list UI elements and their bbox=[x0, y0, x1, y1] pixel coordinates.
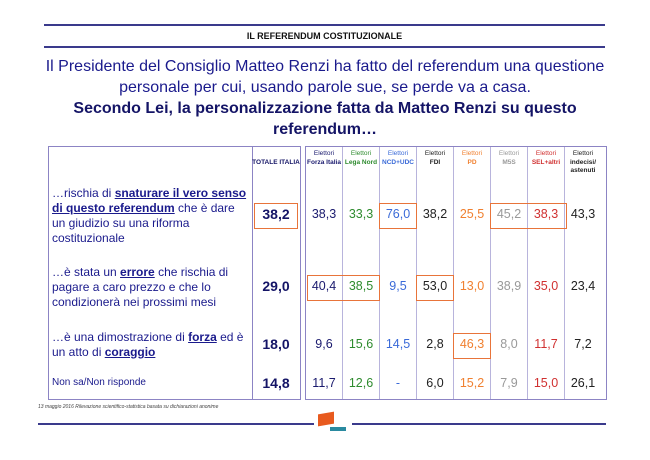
column-header-top: Elettori bbox=[461, 150, 483, 157]
cell-value: 43,3 bbox=[570, 207, 596, 221]
total-header: TOTALE ITALIA bbox=[252, 159, 300, 166]
highlight-box bbox=[379, 203, 417, 229]
cell-value: 45,2 bbox=[496, 207, 522, 221]
bottom-rule-left bbox=[38, 423, 314, 425]
headline: Il Presidente del Consiglio Matteo Renzi… bbox=[35, 56, 615, 140]
total-divider bbox=[252, 147, 253, 399]
left-table-box bbox=[48, 146, 301, 400]
total-value: 38,2 bbox=[262, 206, 290, 222]
cell-value: 15,0 bbox=[533, 376, 559, 390]
cell-value: 2,8 bbox=[426, 337, 444, 351]
row-text-4: Non sa/Non risponde bbox=[52, 377, 146, 388]
total-value: 14,8 bbox=[262, 375, 290, 391]
footnote: 13 maggio 2016 Rilevazione scientifico-s… bbox=[38, 404, 219, 410]
column-divider bbox=[416, 147, 417, 399]
highlight-box bbox=[307, 275, 380, 301]
cell-value: 46,3 bbox=[459, 337, 485, 351]
column-header: Elettori M5S bbox=[490, 150, 528, 167]
highlight-box bbox=[453, 333, 491, 359]
headline-question: Il Presidente del Consiglio Matteo Renzi… bbox=[45, 58, 605, 96]
column-header: Elettori PD bbox=[453, 150, 491, 167]
column-header: Elettori NCD+UDC bbox=[379, 150, 417, 167]
column-header-party: indecisi/ astenuti bbox=[569, 158, 596, 175]
cell-value: 26,1 bbox=[570, 376, 596, 390]
total-value: 18,0 bbox=[262, 336, 290, 352]
column-header-top: Elettori bbox=[424, 150, 446, 157]
column-divider bbox=[527, 147, 528, 399]
cell-value: 11,7 bbox=[312, 376, 336, 390]
cell-value: 23,4 bbox=[570, 279, 596, 293]
highlight-box bbox=[416, 275, 454, 301]
column-header: Elettori indecisi/ astenuti bbox=[564, 150, 602, 176]
column-header-top: Elettori bbox=[387, 150, 409, 157]
highlight-box bbox=[490, 203, 567, 229]
right-table-box bbox=[305, 146, 607, 400]
cell-value: 12,6 bbox=[348, 376, 374, 390]
row-text-1: …rischia di snaturare il vero senso di q… bbox=[52, 186, 247, 245]
row-text-3: …è una dimostrazione di forza ed è un at… bbox=[52, 330, 244, 359]
bottom-rule-right bbox=[352, 423, 606, 425]
column-divider bbox=[342, 147, 343, 399]
column-header-party: Lega Nord bbox=[344, 158, 378, 166]
cell-value: 35,0 bbox=[533, 279, 559, 293]
cell-value: 33,3 bbox=[348, 207, 374, 221]
column-divider bbox=[564, 147, 565, 399]
column-divider bbox=[379, 147, 380, 399]
column-header-top: Elettori bbox=[498, 150, 520, 157]
cell-value: 6,0 bbox=[426, 376, 444, 390]
column-header-party: PD bbox=[467, 158, 477, 166]
cell-value: 14,5 bbox=[385, 337, 411, 351]
cell-value: 40,4 bbox=[311, 279, 337, 293]
logo bbox=[318, 411, 334, 427]
cell-value: 9,6 bbox=[315, 337, 333, 351]
column-header: Elettori Lega Nord bbox=[342, 150, 380, 167]
cell-value: 38,9 bbox=[496, 279, 522, 293]
cell-value: - bbox=[395, 376, 401, 390]
cell-value: 8,0 bbox=[500, 337, 518, 351]
column-header: Elettori Forza Italia bbox=[305, 150, 343, 167]
cell-value: 38,3 bbox=[533, 207, 559, 221]
column-header-party: SEL+altri bbox=[531, 158, 561, 166]
column-header: Elettori SEL+altri bbox=[527, 150, 565, 167]
cell-value: 15,2 bbox=[459, 376, 485, 390]
cell-value: 7,2 bbox=[574, 337, 592, 351]
column-header-top: Elettori bbox=[535, 150, 557, 157]
cell-value: 15,6 bbox=[348, 337, 374, 351]
cell-value: 38,5 bbox=[348, 279, 374, 293]
column-header-party: Forza Italia bbox=[307, 158, 341, 166]
cell-value: 38,3 bbox=[311, 207, 337, 221]
cell-value: 7,9 bbox=[500, 376, 518, 390]
column-header-party: M5S bbox=[502, 158, 516, 166]
logo-text bbox=[330, 427, 346, 431]
cell-value: 9,5 bbox=[389, 279, 407, 293]
row-text-2: …è stata un errore che rischia di pagare… bbox=[52, 265, 229, 309]
cell-value: 53,0 bbox=[422, 279, 448, 293]
top-rule bbox=[44, 24, 605, 26]
section-title: IL REFERENDUM COSTITUZIONALE bbox=[246, 31, 403, 41]
cell-value: 11,7 bbox=[534, 337, 558, 351]
cell-value: 38,2 bbox=[422, 207, 448, 221]
column-header-party: NCD+UDC bbox=[382, 158, 414, 166]
highlight-box bbox=[254, 203, 298, 229]
column-divider bbox=[453, 147, 454, 399]
column-header-top: Elettori bbox=[350, 150, 372, 157]
cell-value: 25,5 bbox=[459, 207, 485, 221]
column-header-party: FDI bbox=[429, 158, 441, 166]
column-divider bbox=[490, 147, 491, 399]
cell-value: 76,0 bbox=[385, 207, 411, 221]
column-header: Elettori FDI bbox=[416, 150, 454, 167]
total-value: 29,0 bbox=[262, 278, 290, 294]
column-header-top: Elettori bbox=[313, 150, 335, 157]
headline-bold: Secondo Lei, la personalizzazione fatta … bbox=[73, 100, 577, 138]
title-rule bbox=[44, 46, 605, 48]
column-header-top: Elettori bbox=[572, 150, 594, 157]
cell-value: 13,0 bbox=[459, 279, 485, 293]
